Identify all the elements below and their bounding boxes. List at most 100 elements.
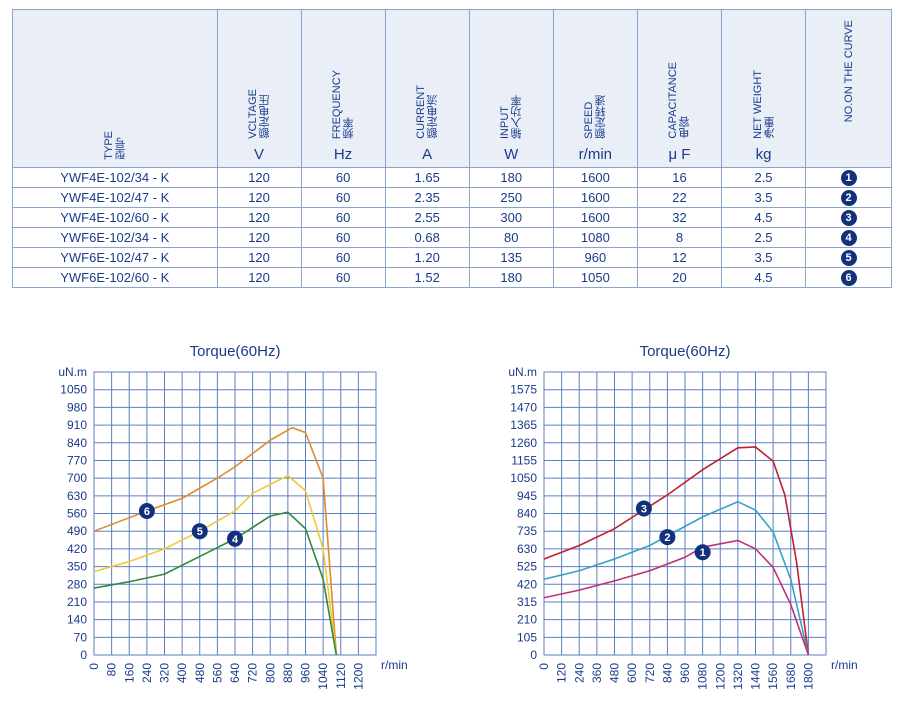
x-tick-label: 1560 — [766, 663, 780, 690]
x-tick-label: 240 — [572, 663, 586, 683]
y-tick-label: 1050 — [60, 383, 87, 397]
table-cell: 2.5 — [720, 167, 807, 188]
table-cell: YWF6E-102/34 - K — [12, 227, 218, 248]
x-tick-label: 640 — [228, 663, 242, 683]
x-tick-label: 120 — [555, 663, 569, 683]
table-cell: 60 — [300, 267, 386, 288]
table-cell: 16 — [636, 167, 722, 188]
table-cell: 2.55 — [384, 207, 470, 228]
y-tick-label: 945 — [517, 489, 537, 503]
x-tick-label: 320 — [158, 663, 172, 683]
table-cell: 5 — [805, 247, 892, 268]
plot-frame — [543, 371, 827, 656]
y-tick-label: 140 — [67, 613, 87, 627]
x-tick-label: 800 — [263, 663, 277, 683]
table-cell: YWF4E-102/60 - K — [12, 207, 218, 228]
table-cell: 120 — [216, 247, 302, 268]
table-cell: 60 — [300, 167, 386, 188]
table-cell: 1600 — [552, 207, 638, 228]
table-row: YWF4E-102/47 - K 120 60 2.35 250 1600 22 3.5 2 — [12, 187, 892, 208]
x-tick-label: 480 — [608, 663, 622, 683]
column-header: FREQUENCY 频率 Hz — [300, 9, 386, 168]
table-cell: 120 — [216, 207, 302, 228]
y-tick-label: 1470 — [510, 400, 537, 414]
y-tick-label: 770 — [67, 453, 87, 467]
x-tick-label: 1680 — [784, 663, 798, 690]
y-tick-label: 1155 — [511, 453, 537, 467]
table-cell: 0.68 — [384, 227, 470, 248]
y-tick-label: 420 — [517, 577, 537, 591]
x-tick-label: 1200 — [713, 663, 727, 690]
x-tick-label: 80 — [105, 663, 119, 677]
y-tick-label: 630 — [67, 489, 87, 503]
y-axis-label: uN.m — [508, 365, 537, 379]
column-header: NO.ON THE CURVE — [805, 9, 892, 168]
curve-label: 5 — [197, 526, 203, 538]
table-cell: 300 — [468, 207, 554, 228]
y-tick-label: 210 — [67, 595, 87, 609]
y-tick-label: 840 — [67, 436, 87, 450]
x-tick-label: 1800 — [801, 663, 815, 690]
table-row: YWF4E-102/34 - K 120 60 1.65 180 1600 16 2.5 1 — [12, 167, 892, 188]
x-tick-label: 560 — [210, 663, 224, 683]
table-cell: YWF6E-102/47 - K — [12, 247, 218, 268]
column-header: NET WEIGHT 净重 kg — [720, 9, 807, 168]
y-axis-label: uN.m — [58, 365, 87, 379]
x-tick-label: 360 — [590, 663, 604, 683]
y-tick-label: 210 — [517, 613, 537, 627]
x-tick-label: 480 — [193, 663, 207, 683]
y-tick-label: 315 — [517, 595, 537, 609]
y-tick-label: 525 — [517, 560, 537, 574]
y-tick-label: 840 — [517, 507, 537, 521]
x-tick-label: 160 — [122, 663, 136, 683]
column-header: VCLTAGE 额定电压 V — [216, 9, 302, 168]
table-cell: 60 — [300, 247, 386, 268]
y-tick-label: 105 — [517, 630, 537, 644]
curve-number-badge: 4 — [840, 230, 857, 246]
x-tick-label: 1200 — [351, 663, 365, 690]
table-cell: 120 — [216, 167, 302, 188]
column-header: INPUT 输入功率 W — [468, 9, 554, 168]
table-cell: 3 — [805, 207, 892, 228]
table-cell: 120 — [216, 187, 302, 208]
table-row: YWF6E-102/47 - K 120 60 1.20 135 960 12 3.5 5 — [12, 247, 892, 268]
column-header: CURRENT 额定电流 A — [384, 9, 470, 168]
table-cell: 3.5 — [720, 187, 807, 208]
curve-label-badge — [694, 544, 711, 561]
column-header: TYPE 型号 — [12, 9, 218, 168]
table-cell: 32 — [636, 207, 722, 228]
torque-chart-left: Torque(60Hz)0701402102803504204905606307… — [58, 343, 407, 690]
table-cell: 120 — [216, 227, 302, 248]
curve-number-badge: 5 — [840, 250, 857, 266]
table-cell: 1600 — [552, 167, 638, 188]
x-axis-label: r/min — [831, 658, 858, 672]
table-row: YWF6E-102/34 - K 120 60 0.68 80 1080 8 2.5 4 — [12, 227, 892, 248]
curve-label-badge — [191, 523, 208, 540]
curve-label-badge — [635, 500, 652, 517]
table-cell: 60 — [300, 187, 386, 208]
y-tick-label: 420 — [67, 542, 87, 556]
x-tick-label: 400 — [175, 663, 189, 683]
column-header: SPEED 额定转速 r/min — [552, 9, 638, 168]
table-cell: 22 — [636, 187, 722, 208]
table-cell: 180 — [468, 167, 554, 188]
x-tick-label: 1080 — [696, 663, 710, 690]
table-cell: 135 — [468, 247, 554, 268]
y-tick-label: 0 — [80, 648, 87, 662]
curve-5 — [93, 474, 338, 656]
table-cell: 6 — [805, 267, 892, 288]
table-cell: YWF4E-102/47 - K — [12, 187, 218, 208]
spec-table: TYPE 型号 VCLTAGE 额定电压 V FREQUENCY 频率 Hz CURRENT 额定… — [12, 9, 892, 288]
table-cell: 3.5 — [720, 247, 807, 268]
table-cell: 1080 — [552, 227, 638, 248]
y-tick-label: 0 — [530, 648, 537, 662]
curve-number-badge: 3 — [840, 210, 857, 226]
x-tick-label: 1440 — [749, 663, 763, 690]
table-cell: 1050 — [552, 267, 638, 288]
table-cell: 2 — [805, 187, 892, 208]
y-tick-label: 1260 — [510, 436, 537, 450]
y-tick-label: 735 — [517, 524, 537, 538]
table-cell: 120 — [216, 267, 302, 288]
y-tick-label: 1365 — [510, 418, 537, 432]
curve-label: 6 — [144, 506, 150, 518]
